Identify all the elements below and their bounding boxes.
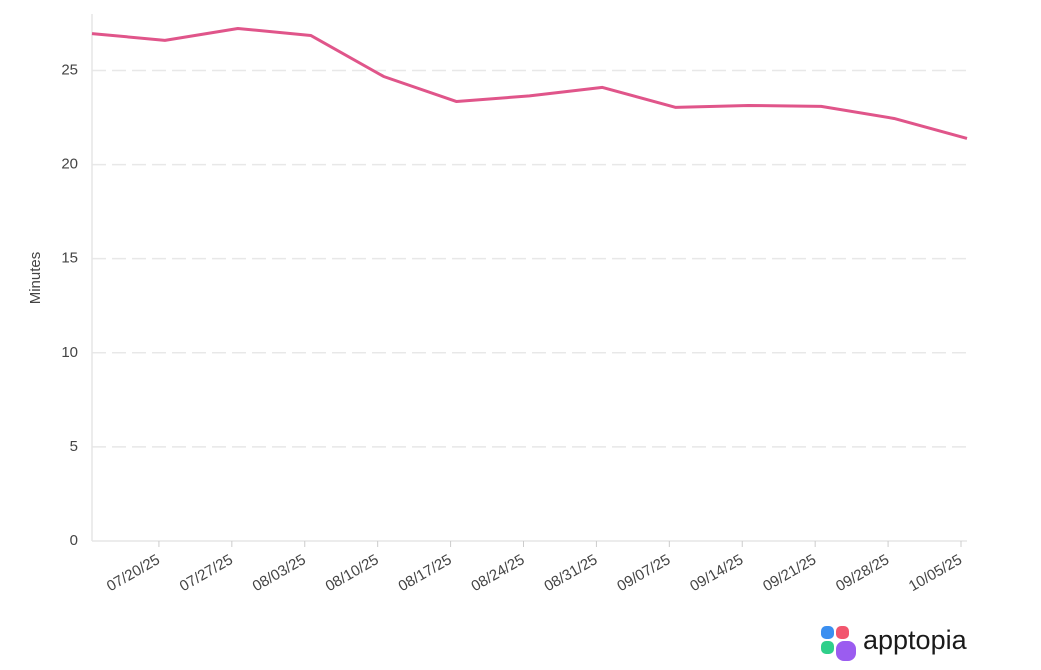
x-tick-label: 08/24/25: [468, 551, 527, 595]
x-tick-label: 10/05/25: [906, 551, 965, 595]
y-tick-label: 5: [70, 438, 78, 455]
line-series: [91, 26, 968, 140]
x-tick-label: 09/07/25: [614, 551, 673, 595]
logo-petal: [821, 641, 834, 654]
x-tick-label: 09/14/25: [687, 551, 746, 595]
y-axis-label: Minutes: [27, 252, 44, 305]
y-tick-label: 10: [61, 344, 78, 361]
y-tick-label: 0: [70, 532, 78, 549]
x-tick-label: 07/20/25: [104, 551, 163, 595]
y-tick-label: 15: [61, 250, 78, 267]
x-tick-label: 08/10/25: [323, 551, 382, 595]
x-tick-label: 08/17/25: [395, 551, 454, 595]
logo-petal: [836, 626, 849, 639]
x-tick-label: 08/03/25: [250, 551, 309, 595]
brand-logo: apptopia: [821, 625, 968, 661]
y-tick-label: 20: [61, 156, 78, 173]
x-tick-label: 07/27/25: [177, 551, 236, 595]
x-tick-label: 09/21/25: [760, 551, 819, 595]
x-tick-label: 08/31/25: [541, 551, 600, 595]
logo-petal: [821, 626, 834, 639]
x-tick-label: 09/28/25: [833, 551, 892, 595]
logo-petal: [836, 641, 856, 661]
y-tick-label: 25: [61, 61, 78, 78]
brand-name: apptopia: [863, 625, 968, 655]
